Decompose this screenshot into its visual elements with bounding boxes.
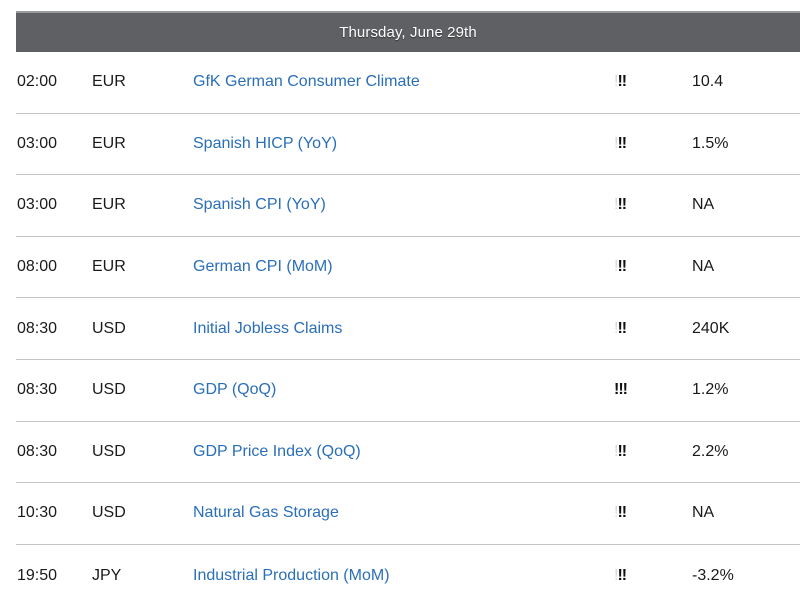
event-currency: USD <box>92 442 126 460</box>
importance-indicator: !!! <box>614 73 627 91</box>
importance-indicator: !!! <box>614 566 627 585</box>
importance-strong: !! <box>617 319 627 337</box>
event-currency: USD <box>92 319 126 337</box>
importance-indicator: !!! <box>614 319 627 338</box>
importance-indicator: !!! <box>614 134 627 153</box>
event-currency: JPY <box>92 566 122 584</box>
event-time: 03:00 <box>17 196 58 214</box>
importance-indicator: !!! <box>614 258 627 276</box>
table-row: 08:30 USD GDP Price Index (QoQ) !!! 2.2% <box>16 422 800 484</box>
event-time: 08:30 <box>17 442 58 460</box>
importance-faded: ! <box>614 73 619 91</box>
event-value: 2.2% <box>692 442 729 460</box>
importance-indicator: !!! <box>614 504 627 522</box>
importance-faded: ! <box>614 258 619 276</box>
event-link[interactable]: GDP Price Index (QoQ) <box>193 442 361 460</box>
event-currency: EUR <box>92 196 126 214</box>
event-value: 10.4 <box>692 73 724 91</box>
event-time: 10:30 <box>17 504 58 522</box>
table-row: 08:00 EUR German CPI (MoM) !!! NA <box>16 237 800 299</box>
event-time: 08:30 <box>17 319 58 337</box>
importance-indicator: !!! <box>614 442 627 461</box>
table-row: 03:00 EUR Spanish CPI (YoY) !!! NA <box>16 175 800 237</box>
event-currency: EUR <box>92 134 126 152</box>
importance-faded: ! <box>614 504 619 522</box>
importance-strong: !! <box>617 73 627 91</box>
event-value: -3.2% <box>692 566 734 584</box>
importance-faded: ! <box>614 442 619 460</box>
event-link[interactable]: Initial Jobless Claims <box>193 319 343 337</box>
event-currency: EUR <box>92 73 126 91</box>
table-row: 10:30 USD Natural Gas Storage !!! NA <box>16 483 800 545</box>
event-value: 240K <box>692 319 730 337</box>
event-link[interactable]: Natural Gas Storage <box>193 504 339 522</box>
importance-faded: ! <box>614 196 619 214</box>
event-value: 1.5% <box>692 134 729 152</box>
event-time: 08:30 <box>17 381 58 399</box>
event-time: 03:00 <box>17 134 58 152</box>
table-row: 08:30 USD GDP (QoQ) !!! 1.2% <box>16 360 800 422</box>
importance-strong: !! <box>617 566 627 584</box>
event-link[interactable]: German CPI (MoM) <box>193 258 333 276</box>
event-link[interactable]: GfK German Consumer Climate <box>193 73 420 91</box>
table-row: 03:00 EUR Spanish HICP (YoY) !!! 1.5% <box>16 114 800 176</box>
event-link[interactable]: Industrial Production (MoM) <box>193 566 390 584</box>
event-time: 19:50 <box>17 566 58 584</box>
event-currency: USD <box>92 504 126 522</box>
importance-faded: ! <box>614 566 619 584</box>
table-row: 02:00 EUR GfK German Consumer Climate !!… <box>16 52 800 114</box>
event-value: 1.2% <box>692 381 729 399</box>
events-table: 02:00 EUR GfK German Consumer Climate !!… <box>0 52 800 604</box>
date-header: Thursday, June 29th <box>16 11 800 52</box>
date-title: Thursday, June 29th <box>339 24 477 41</box>
importance-strong: !! <box>617 258 627 276</box>
table-row: 08:30 USD Initial Jobless Claims !!! 240… <box>16 298 800 360</box>
importance-strong: !! <box>617 504 627 522</box>
importance-strong: !! <box>617 442 627 460</box>
importance-strong: !! <box>617 196 627 214</box>
event-value: NA <box>692 258 715 276</box>
importance-strong: !! <box>617 134 627 152</box>
importance-indicator: !!! <box>614 381 628 399</box>
event-link[interactable]: Spanish HICP (YoY) <box>193 134 338 152</box>
importance-faded: ! <box>614 319 619 337</box>
event-value: NA <box>692 196 715 214</box>
event-currency: EUR <box>92 258 126 276</box>
event-time: 02:00 <box>17 73 58 91</box>
importance-indicator: !!! <box>614 196 627 214</box>
event-time: 08:00 <box>17 258 58 276</box>
importance-strong: !!! <box>614 381 628 399</box>
importance-faded: ! <box>614 134 619 152</box>
event-value: NA <box>692 504 715 522</box>
event-link[interactable]: Spanish CPI (YoY) <box>193 196 326 214</box>
event-link[interactable]: GDP (QoQ) <box>193 381 277 399</box>
table-row: 19:50 JPY Industrial Production (MoM) !!… <box>16 545 800 604</box>
event-currency: USD <box>92 381 126 399</box>
